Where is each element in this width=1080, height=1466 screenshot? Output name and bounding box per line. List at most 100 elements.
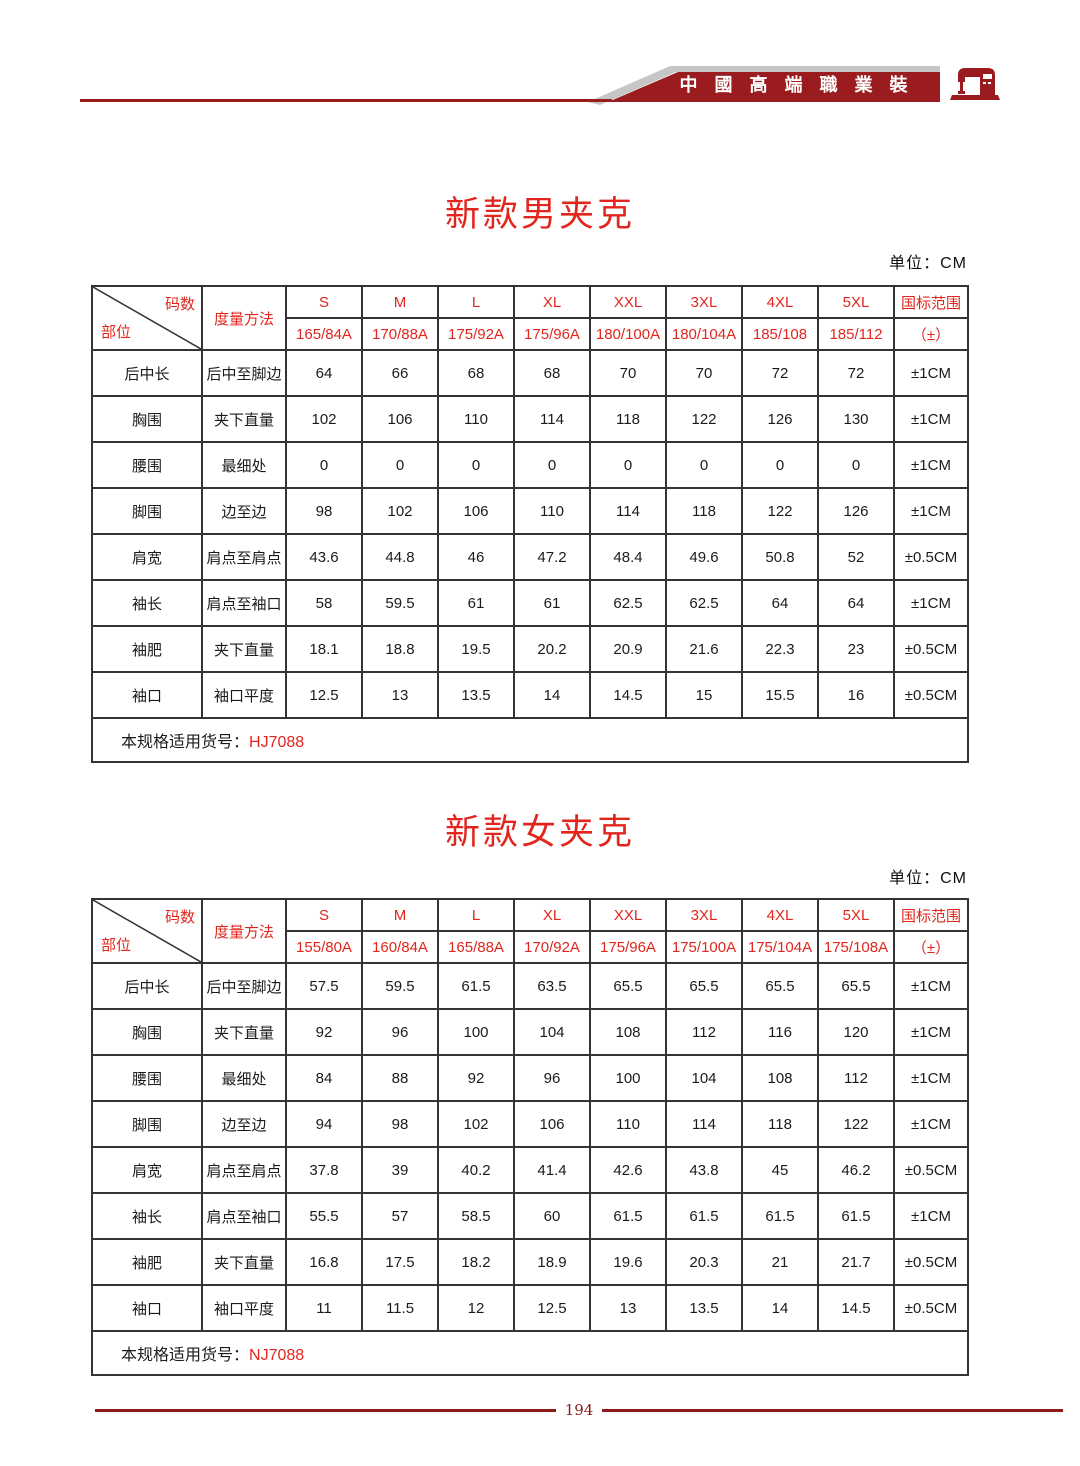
size-spec-cell: 185/108	[741, 317, 819, 351]
value-cell: 19.5	[437, 625, 515, 673]
measurement-row: 脚围 边至边 94 98 102 106 110 114 118 122 ±1CM	[91, 1100, 969, 1148]
method-cell: 最细处	[201, 1054, 287, 1102]
value-cell: 21.7	[817, 1238, 895, 1286]
size-table-men-host: 码数 部位 度量方法 S M L XL XXL 3XL 4XL 5XL 国标范围 165/84A 170/…	[91, 285, 969, 763]
value-cell: 104	[513, 1008, 591, 1056]
corner-header-cell: 码数 部位	[91, 898, 203, 964]
value-cell: 0	[589, 441, 667, 489]
size-table-women-host: 码数 部位 度量方法 S M L XL XXL 3XL 4XL 5XL 国标范围 155/80A 160/…	[91, 898, 969, 1376]
size-header-cell: S	[285, 898, 363, 932]
value-cell: 98	[285, 487, 363, 535]
method-cell: 边至边	[201, 487, 287, 535]
corner-label-size: 码数	[164, 296, 195, 313]
value-cell: 130	[817, 395, 895, 443]
size-spec-cell: 170/92A	[513, 930, 591, 964]
diagonal-divider	[94, 901, 200, 961]
corner-label-size: 码数	[164, 909, 195, 926]
value-cell: 65.5	[589, 962, 667, 1010]
size-header-cell: 4XL	[741, 285, 819, 319]
value-cell: 108	[589, 1008, 667, 1056]
measurement-row: 肩宽 肩点至肩点 43.6 44.8 46 47.2 48.4 49.6 50.8 52 ±0.5C…	[91, 533, 969, 581]
size-header-cell: S	[285, 285, 363, 319]
value-cell: 112	[665, 1008, 743, 1056]
value-cell: 60	[513, 1192, 591, 1240]
tolerance-cell: ±0.5CM	[893, 1284, 969, 1332]
tolerance-cell: ±1CM	[893, 441, 969, 489]
value-cell: 104	[665, 1054, 743, 1102]
value-cell: 118	[665, 487, 743, 535]
size-header-cell: 5XL	[817, 898, 895, 932]
part-cell: 胸围	[91, 395, 203, 443]
value-cell: 12	[437, 1284, 515, 1332]
value-cell: 96	[513, 1054, 591, 1102]
value-cell: 47.2	[513, 533, 591, 581]
value-cell: 64	[817, 579, 895, 627]
value-cell: 106	[437, 487, 515, 535]
value-cell: 88	[361, 1054, 439, 1102]
part-cell: 肩宽	[91, 1146, 203, 1194]
part-cell: 袖肥	[91, 1238, 203, 1286]
ribbon-silver-stripe	[588, 66, 940, 105]
unit-label-men: 单位：CM	[889, 255, 967, 272]
value-cell: 118	[741, 1100, 819, 1148]
value-cell: 42.6	[589, 1146, 667, 1194]
tolerance-cell: ±0.5CM	[893, 1146, 969, 1194]
value-cell: 114	[513, 395, 591, 443]
banner-title: 中國高端職業裝	[679, 75, 925, 96]
method-cell: 最细处	[201, 441, 287, 489]
value-cell: 70	[589, 349, 667, 397]
value-cell: 122	[741, 487, 819, 535]
measurement-row: 袖长 肩点至袖口 55.5 57 58.5 60 61.5 61.5 61.5 61.5 ±1CM	[91, 1192, 969, 1240]
value-cell: 20.3	[665, 1238, 743, 1286]
value-cell: 65.5	[817, 962, 895, 1010]
size-spec-cell: 175/96A	[589, 930, 667, 964]
value-cell: 61.5	[665, 1192, 743, 1240]
value-cell: 106	[361, 395, 439, 443]
value-cell: 0	[285, 441, 363, 489]
corner-header-cell: 码数 部位	[91, 285, 203, 351]
value-cell: 96	[361, 1008, 439, 1056]
value-cell: 11.5	[361, 1284, 439, 1332]
value-cell: 45	[741, 1146, 819, 1194]
footnote-cell: 本规格适用货号：HJ7088	[91, 717, 969, 763]
footnote-item-number: HJ7088	[249, 734, 305, 751]
value-cell: 21.6	[665, 625, 743, 673]
value-cell: 13	[589, 1284, 667, 1332]
part-cell: 袖长	[91, 1192, 203, 1240]
size-spec-cell: 165/88A	[437, 930, 515, 964]
size-spec-cell: 175/92A	[437, 317, 515, 351]
value-cell: 64	[741, 579, 819, 627]
value-cell: 19.6	[589, 1238, 667, 1286]
size-spec-cell: 175/100A	[665, 930, 743, 964]
measurement-row: 胸围 夹下直量 92 96 100 104 108 112 116 120 ±1CM	[91, 1008, 969, 1056]
ribbon-thin-rule	[80, 99, 612, 102]
value-cell: 13	[361, 671, 439, 719]
method-cell: 肩点至肩点	[201, 1146, 287, 1194]
value-cell: 44.8	[361, 533, 439, 581]
part-cell: 腰围	[91, 441, 203, 489]
part-cell: 袖肥	[91, 625, 203, 673]
size-header-cell: 4XL	[741, 898, 819, 932]
page-number: 194	[564, 1401, 594, 1419]
tolerance-cell: ±0.5CM	[893, 671, 969, 719]
value-cell: 43.6	[285, 533, 363, 581]
part-cell: 腰围	[91, 1054, 203, 1102]
value-cell: 64	[285, 349, 363, 397]
value-cell: 92	[437, 1054, 515, 1102]
tolerance-cell: ±1CM	[893, 1054, 969, 1102]
value-cell: 43.8	[665, 1146, 743, 1194]
value-cell: 15.5	[741, 671, 819, 719]
tolerance-cell: ±1CM	[893, 395, 969, 443]
size-header-cell: XXL	[589, 898, 667, 932]
size-header-cell: XL	[513, 285, 591, 319]
value-cell: 70	[665, 349, 743, 397]
size-table: 码数 部位 度量方法 S M L XL XXL 3XL 4XL 5XL 国标范围 155/80A 160/…	[91, 898, 969, 1376]
method-cell: 后中至脚边	[201, 349, 287, 397]
header-ribbon	[80, 66, 940, 105]
value-cell: 12.5	[285, 671, 363, 719]
value-cell: 102	[285, 395, 363, 443]
size-header-cell: 5XL	[817, 285, 895, 319]
measurement-row: 腰围 最细处 84 88 92 96 100 104 108 112 ±1CM	[91, 1054, 969, 1102]
method-cell: 夹下直量	[201, 625, 287, 673]
